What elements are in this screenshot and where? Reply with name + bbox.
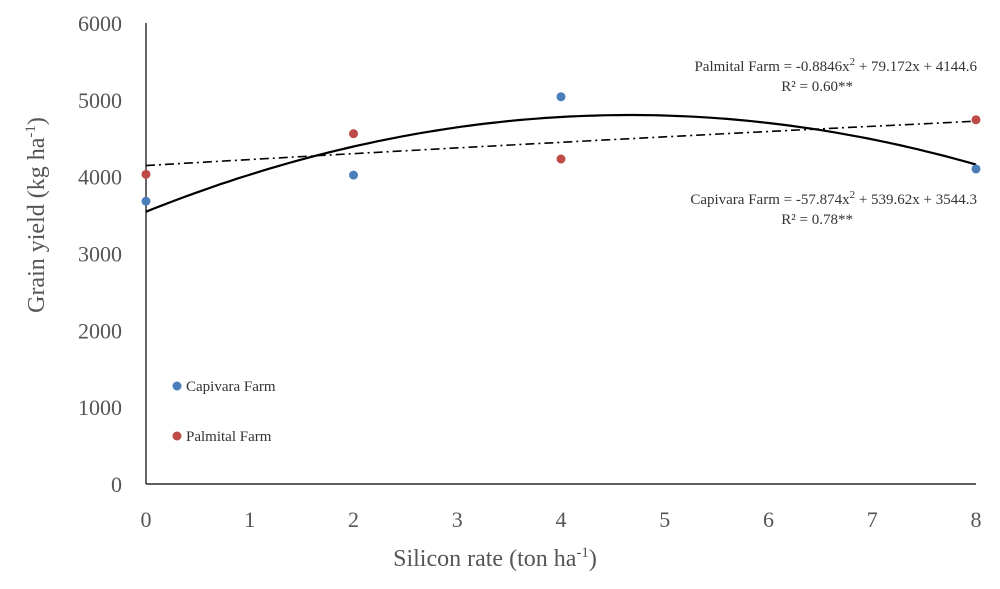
x-axis-title: Silicon rate (ton ha-1): [393, 545, 597, 572]
x-tick-label: 0: [141, 507, 152, 532]
x-tick-label: 7: [867, 507, 878, 532]
data-points: [141, 92, 981, 206]
y-tick-label: 0: [111, 472, 122, 497]
y-axis-ticks: 0 1000 2000 3000 4000 5000 6000: [78, 11, 122, 497]
x-tick-label: 5: [659, 507, 670, 532]
y-tick-label: 5000: [78, 88, 122, 113]
y-tick-label: 1000: [78, 395, 122, 420]
trend-line: [145, 113, 977, 213]
data-point: [141, 169, 151, 179]
y-axis-title: Grain yield (kg ha-1): [23, 117, 50, 313]
data-point: [349, 170, 358, 180]
legend-marker-capivara: [172, 381, 182, 391]
capivara-equation: Capivara Farm = -57.874x2 + 539.62x + 35…: [690, 189, 977, 208]
y-tick-label: 3000: [78, 242, 122, 267]
x-tick-label: 2: [348, 507, 359, 532]
y-tick-label: 4000: [78, 165, 122, 190]
y-tick-label: 6000: [78, 11, 122, 36]
x-tick-label: 3: [452, 507, 463, 532]
legend-label-capivara: Capivara Farm: [186, 379, 276, 395]
palmital-equation: Palmital Farm = -0.8846x2 + 79.172x + 41…: [694, 56, 977, 75]
data-point: [349, 129, 358, 139]
legend: Capivara Farm Palmital Farm: [172, 379, 276, 445]
x-tick-label: 8: [971, 507, 982, 532]
trend-lines: [145, 113, 977, 213]
y-tick-label: 2000: [78, 318, 122, 343]
equation-annotations: Palmital Farm = -0.8846x2 + 79.172x + 41…: [690, 56, 977, 228]
legend-label-palmital: Palmital Farm: [186, 429, 272, 445]
data-point: [556, 92, 566, 102]
data-point: [556, 154, 566, 164]
data-point: [971, 115, 981, 125]
data-point: [971, 164, 981, 174]
data-point: [141, 196, 151, 206]
x-tick-label: 1: [244, 507, 255, 532]
x-tick-label: 6: [763, 507, 774, 532]
capivara-r2: R² = 0.78**: [781, 212, 853, 228]
palmital-r2: R² = 0.60**: [781, 79, 853, 95]
x-axis-ticks: 0 1 2 3 4 5 6 7 8: [141, 507, 982, 532]
x-tick-label: 4: [556, 507, 567, 532]
legend-marker-palmital: [172, 431, 182, 441]
trend-line: [145, 120, 977, 167]
